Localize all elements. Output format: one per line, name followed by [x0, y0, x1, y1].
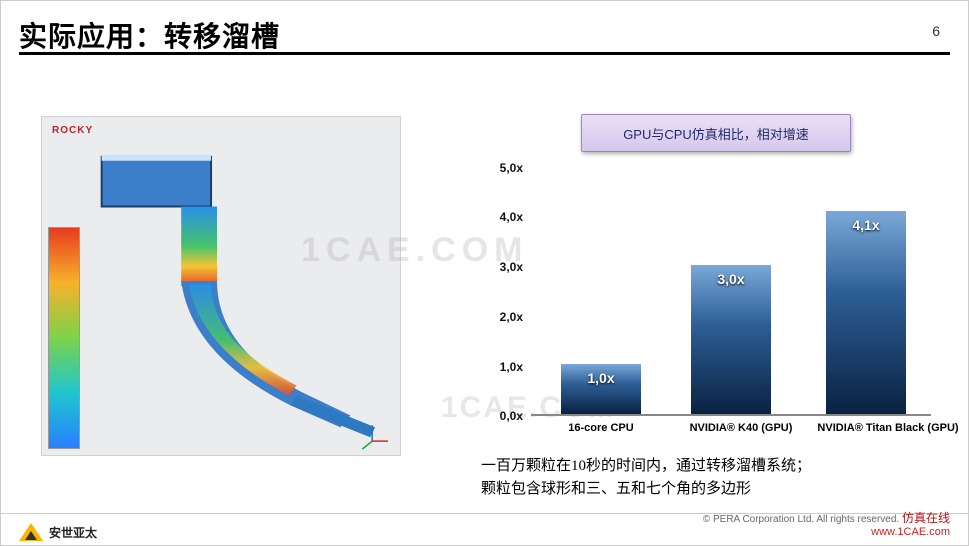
ytick-label: 5,0x [479, 161, 523, 175]
speedup-chart: GPU与CPU仿真相比，相对增速 0,0x 1,0x 2,0x 3,0x 4,0… [481, 106, 936, 446]
page-number: 6 [932, 23, 940, 39]
bar: 3,0x [691, 265, 771, 414]
x-axis [531, 414, 931, 416]
slide-title: 实际应用：转移溜槽 [19, 21, 280, 52]
footer-right: © PERA Corporation Ltd. All rights reser… [703, 511, 950, 539]
chart-plot: 0,0x 1,0x 2,0x 3,0x 4,0x 5,0x 1,0x3,0x4,… [531, 166, 931, 416]
ytick-label: 3,0x [479, 260, 523, 274]
slide: 实际应用：转移溜槽 6 ROCKY [0, 0, 969, 546]
bar-value-label: 3,0x [717, 271, 744, 287]
bar-value-label: 4,1x [852, 217, 879, 233]
description-line1: 一百万颗粒在10秒的时间内，通过转移溜槽系统； [481, 458, 811, 474]
pera-logo-icon [19, 523, 43, 541]
bar-value-label: 1,0x [587, 370, 614, 386]
ytick-label: 4,0x [479, 210, 523, 224]
ytick-label: 2,0x [479, 310, 523, 324]
description: 一百万颗粒在10秒的时间内，通过转移溜槽系统； 颗粒包含球形和三、五和七个角的多… [481, 455, 951, 502]
chart-legend: GPU与CPU仿真相比，相对增速 [581, 114, 851, 152]
bar: 1,0x [561, 364, 641, 414]
overlay-url: www.1CAE.com [703, 526, 950, 539]
copyright: © PERA Corporation Ltd. All rights reser… [703, 511, 950, 526]
chute-render [42, 117, 400, 455]
footer-left: 安世亚太 [19, 523, 97, 541]
footer: 安世亚太 © PERA Corporation Ltd. All rights … [1, 513, 968, 545]
overlay-cn: 仿真在线 [902, 511, 950, 525]
bars-group: 1,0x 3,0x 4,1x [531, 166, 931, 414]
simulation-panel: ROCKY [41, 116, 401, 456]
title-bar: 实际应用：转移溜槽 [19, 15, 950, 55]
ytick-label: 1,0x [479, 360, 523, 374]
ytick-label: 0,0x [479, 409, 523, 423]
chart-legend-text: GPU与CPU仿真相比，相对增速 [623, 124, 809, 143]
bar: 4,1x [826, 211, 906, 414]
company-name: 安世亚太 [49, 524, 97, 541]
description-line2: 颗粒包含球形和三、五和七个角的多边形 [481, 481, 751, 497]
xtick-label: NVIDIA® Titan Black (GPU) [803, 422, 969, 434]
xtick-label: 16-core CPU [541, 422, 661, 434]
xtick-label: NVIDIA® K40 (GPU) [671, 422, 811, 434]
